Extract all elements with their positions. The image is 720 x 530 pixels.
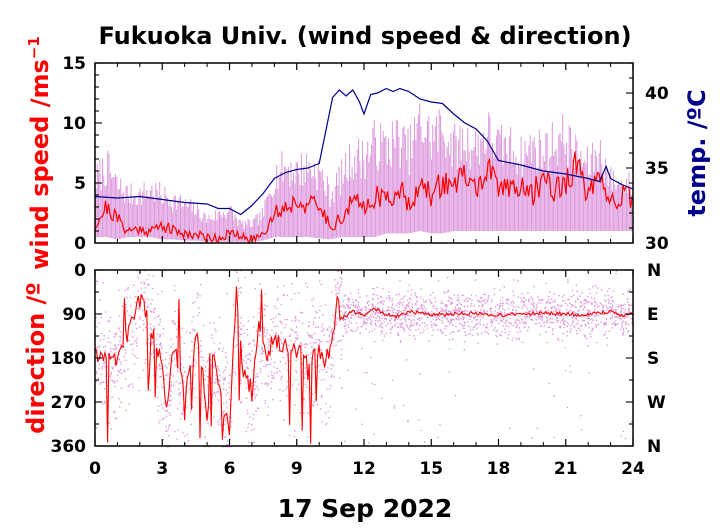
direction-tick-label: 270 (51, 393, 87, 413)
compass-tick-labels: N E S W N (647, 261, 666, 457)
temperature-series (94, 87, 634, 216)
direction-tick-label: 180 (51, 349, 87, 369)
temperature-layer (94, 87, 634, 216)
wind-speed-tick-labels: 0 5 10 15 (62, 54, 86, 254)
direction-axis-label: direction /º (22, 282, 50, 434)
speed-tick-label: 0 (74, 234, 86, 254)
direction-tick-labels: 0 90 180 270 360 (51, 261, 87, 457)
wind-direction-plot-frame (94, 269, 634, 447)
temperature-tick-label: 30 (645, 234, 669, 254)
speed-tick-label: 5 (74, 174, 86, 194)
compass-tick-label: N (647, 437, 661, 457)
temperature-tick-label: 35 (645, 159, 669, 179)
direction-points (95, 270, 635, 448)
hour-tick-label: 21 (554, 459, 578, 479)
temperature-tick-label: 40 (645, 84, 669, 104)
speed-tick-label: 10 (62, 114, 86, 134)
direction-tick-label: 0 (74, 261, 86, 281)
hour-tick-label: 12 (352, 459, 376, 479)
compass-tick-label: E (647, 305, 659, 325)
hour-tick-label: 15 (419, 459, 443, 479)
hour-tick-label: 9 (291, 459, 303, 479)
wind-speed-series (94, 151, 633, 245)
hour-tick-label: 18 (487, 459, 511, 479)
wind-speed-axis-label: wind speed /ms−1 (25, 36, 54, 270)
compass-tick-label: N (647, 261, 661, 281)
hour-tick-label: 3 (156, 459, 168, 479)
speed-tick-label: 15 (62, 54, 86, 74)
hour-tick-label: 0 (89, 459, 101, 479)
compass-tick-label: W (647, 393, 666, 413)
direction-points-layer (95, 270, 635, 448)
hour-tick-label: 6 (224, 459, 236, 479)
hour-tick-label: 24 (621, 459, 645, 479)
wind-direction-panel: 0 90 180 270 360 N E S W N 0 3 6 9 12 15 18 21 24 direct… (22, 261, 666, 479)
wind-speed-axis-ticks (94, 62, 634, 244)
chart-title: Fukuoka Univ. (wind speed & direction) (98, 22, 631, 50)
direction-mean-layer (94, 286, 634, 444)
direction-tick-label: 360 (51, 437, 87, 457)
compass-tick-label: S (647, 349, 659, 369)
direction-mean-series (94, 286, 634, 444)
temperature-axis-label: temp. /ºC (683, 89, 711, 216)
temperature-tick-labels: 30 35 40 (645, 84, 669, 254)
wind-speed-layer (94, 151, 633, 245)
wind-direction-axis-ticks (94, 269, 634, 447)
wind-speed-panel: 0 5 10 15 30 35 40 wind speed /ms−1 temp. /ºC (25, 36, 711, 270)
date-label: 17 Sep 2022 (278, 494, 453, 523)
hour-tick-labels: 0 3 6 9 12 15 18 21 24 (89, 459, 645, 479)
direction-tick-label: 90 (62, 305, 86, 325)
